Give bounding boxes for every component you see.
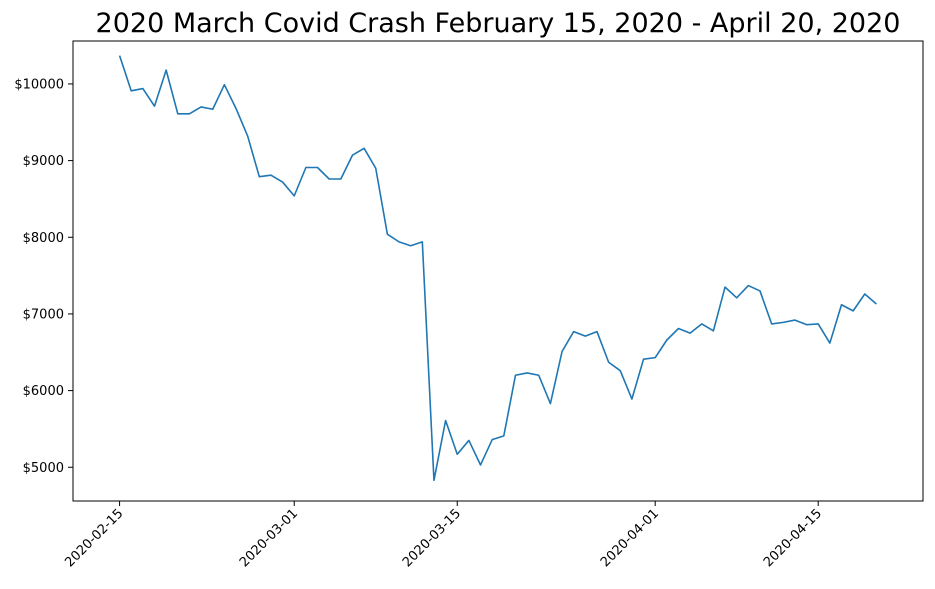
x-tick-label: 2020-04-15 bbox=[761, 506, 825, 570]
x-tick-label: 2020-03-01 bbox=[237, 506, 301, 570]
y-axis: $5000 $6000 $7000 $8000 $9000 $10000 bbox=[14, 77, 73, 476]
y-tick-label: $6000 bbox=[23, 384, 64, 399]
y-tick-label: $8000 bbox=[23, 231, 64, 246]
y-tick-label: $9000 bbox=[23, 154, 64, 169]
y-tick-label: $10000 bbox=[14, 77, 64, 92]
plot-area bbox=[118, 55, 877, 482]
plot-frame bbox=[72, 40, 924, 502]
y-tick-label: $7000 bbox=[23, 307, 64, 322]
chart-title: 2020 March Covid Crash February 15, 2020… bbox=[96, 8, 901, 39]
y-tick-label: $5000 bbox=[23, 461, 64, 476]
x-tick-label: 2020-02-15 bbox=[62, 506, 126, 570]
x-axis: 2020-02-15 2020-03-01 2020-03-15 2020-04-01… bbox=[62, 501, 825, 570]
x-tick-label: 2020-04-01 bbox=[598, 506, 662, 570]
series-line bbox=[118, 55, 877, 482]
x-tick-label: 2020-03-15 bbox=[400, 506, 464, 570]
